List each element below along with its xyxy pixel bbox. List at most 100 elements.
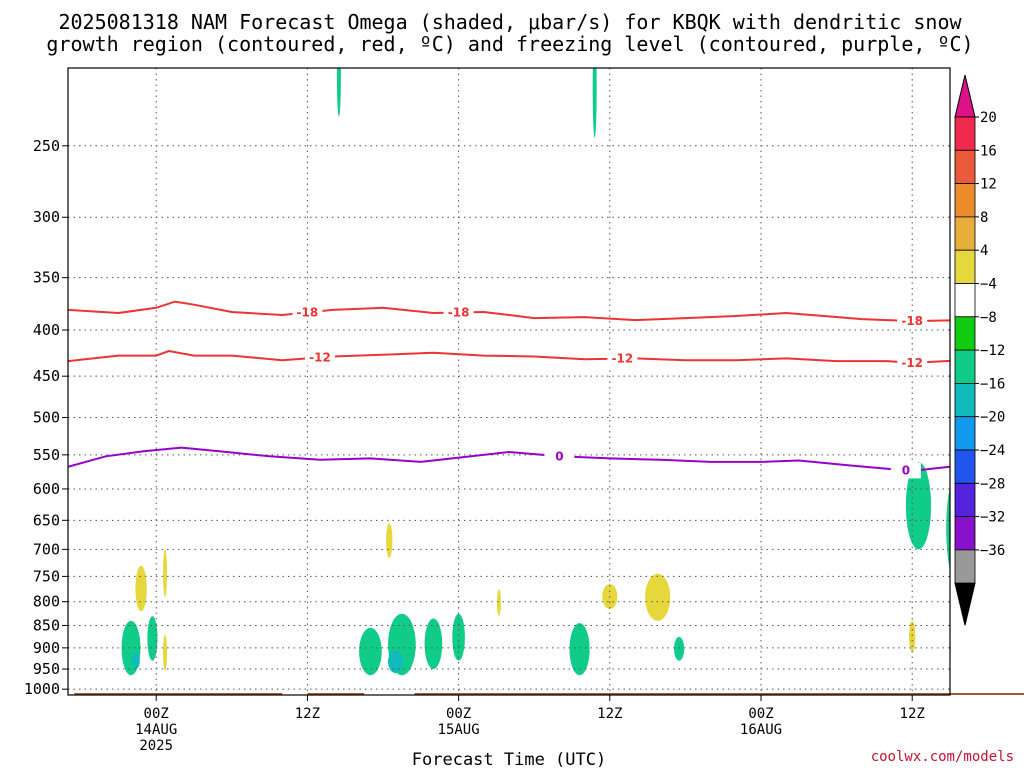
omega-region-neg8 (674, 636, 685, 661)
pressure-gridlines (68, 68, 950, 695)
colorbar-label: −28 (980, 476, 1005, 492)
colorbar-label: −16 (980, 376, 1005, 392)
omega-region-neg8 (424, 618, 443, 670)
contour-label-bg (890, 462, 921, 479)
colorbar-swatch (954, 316, 976, 351)
contour-line-neg12 (68, 349, 950, 364)
contour-label: -18 (901, 314, 923, 328)
omega-region-4 (496, 589, 501, 617)
omega-region-neg8 (970, 625, 985, 675)
colorbar-swatch (954, 349, 976, 384)
x-tick-date: 14AUG (135, 722, 177, 738)
temperature-contours: -18 -18 -18 -12 -12 -12 0 0 (68, 300, 950, 479)
contour-label-bg (897, 313, 928, 330)
omega-region-neg12 (388, 650, 404, 674)
colorbar-swatch (954, 449, 976, 484)
contour-label: -12 (612, 352, 634, 366)
x-tick-date: 16AUG (740, 722, 782, 738)
y-tick-label: 800 (33, 593, 60, 611)
y-tick-label: 550 (33, 446, 60, 464)
contour-label-bg (897, 354, 928, 371)
y-tick-label: 600 (33, 480, 60, 498)
chart-title-line-1: 2025081318 NAM Forecast Omega (shaded, μ… (58, 10, 962, 34)
omega-region-8 (1007, 489, 1013, 669)
colorbar-label: −12 (980, 343, 1005, 359)
colorbar-label: −32 (980, 510, 1005, 526)
colorbar-label: 8 (980, 210, 988, 226)
credit-link[interactable]: coolwx.com/models (871, 749, 1014, 765)
omega-region-4 (135, 565, 147, 612)
terrain-segment (458, 693, 787, 695)
y-tick-label: 650 (33, 511, 60, 529)
y-tick-label: 850 (33, 616, 60, 634)
colorbar-swatch (954, 516, 976, 551)
x-tick-date: 15AUG (438, 722, 480, 738)
terrain-segment (786, 693, 1024, 695)
colorbar-top-arrow (954, 74, 976, 118)
colorbar-label: −8 (980, 310, 997, 326)
contour-label-bg (305, 349, 335, 366)
omega-colorbar: 20 16 12 8 4 −4 −8 −12 −16 −20 −24 −28 −32 −36 (954, 74, 1005, 626)
omega-region-neg8 (569, 623, 590, 676)
y-tick-label: 450 (33, 367, 60, 385)
omega-region-neg8 (359, 627, 382, 676)
y-tick-label: 1000 (24, 680, 60, 698)
plot-frame (67, 67, 951, 696)
omega-region-neg8 (905, 461, 932, 550)
y-tick-label: 950 (33, 660, 60, 678)
omega-region-neg8 (336, 68, 341, 117)
contour-label: 0 (555, 449, 563, 463)
colorbar-swatch (954, 216, 976, 251)
colorbar-swatch (954, 549, 976, 584)
contour-line-neg18 (68, 300, 950, 323)
y-tick-label: 300 (33, 208, 60, 226)
colorbar-bottom-arrow (954, 582, 976, 626)
omega-region-4 (645, 573, 671, 621)
contour-label-bg (443, 304, 474, 321)
omega-region-neg8 (1010, 393, 1020, 520)
colorbar-label: −36 (980, 543, 1005, 559)
contour-label: -18 (297, 305, 319, 319)
contour-line-0 (68, 446, 950, 472)
omega-region-neg24 (999, 138, 1007, 349)
omega-region-4 (163, 634, 168, 672)
omega-region-4 (1017, 592, 1024, 671)
colorbar-swatch (954, 382, 976, 418)
y-tick-label: 900 (33, 639, 60, 657)
omega-shading-layer (121, 68, 1024, 676)
omega-region-neg8 (592, 68, 597, 138)
omega-region-4 (386, 523, 393, 558)
colorbar-swatch (954, 283, 976, 318)
colorbar-swatch (954, 482, 976, 517)
x-tick-label: 12Z (295, 706, 320, 722)
omega-region-neg28 (1001, 154, 1007, 310)
contour-label-bg (292, 304, 323, 321)
colorbar-label: 20 (980, 110, 997, 126)
omega-region-4 (909, 620, 916, 653)
x-tick-label: 12Z (900, 706, 925, 722)
y-tick-label: 350 (33, 269, 60, 287)
omega-region-neg8 (147, 616, 158, 661)
omega-region-4 (163, 549, 168, 597)
colorbar-swatch (954, 149, 976, 185)
x-axis-label: Forecast Time (UTC) (412, 750, 606, 768)
terrain-segment (307, 693, 365, 695)
terrain-segment (74, 693, 283, 695)
colorbar-swatch (954, 249, 976, 284)
terrain-strip (74, 693, 1024, 695)
colorbar-label: −4 (980, 277, 997, 293)
y-tick-label: 500 (33, 408, 60, 426)
colorbar-swatch (954, 116, 976, 151)
contour-label: -12 (309, 350, 331, 364)
colorbar-swatch (954, 416, 976, 451)
omega-region-neg20 (997, 113, 1007, 367)
colorbar-label: 16 (980, 143, 997, 159)
terrain-segment (439, 693, 459, 695)
colorbar-label: −24 (980, 443, 1005, 459)
x-tick-label: 12Z (597, 706, 622, 722)
chart-title-line-2: growth region (contoured, red, ºC) and f… (46, 32, 973, 56)
x-tick-year: 2025 (139, 738, 173, 754)
contour-label: -18 (448, 305, 470, 319)
